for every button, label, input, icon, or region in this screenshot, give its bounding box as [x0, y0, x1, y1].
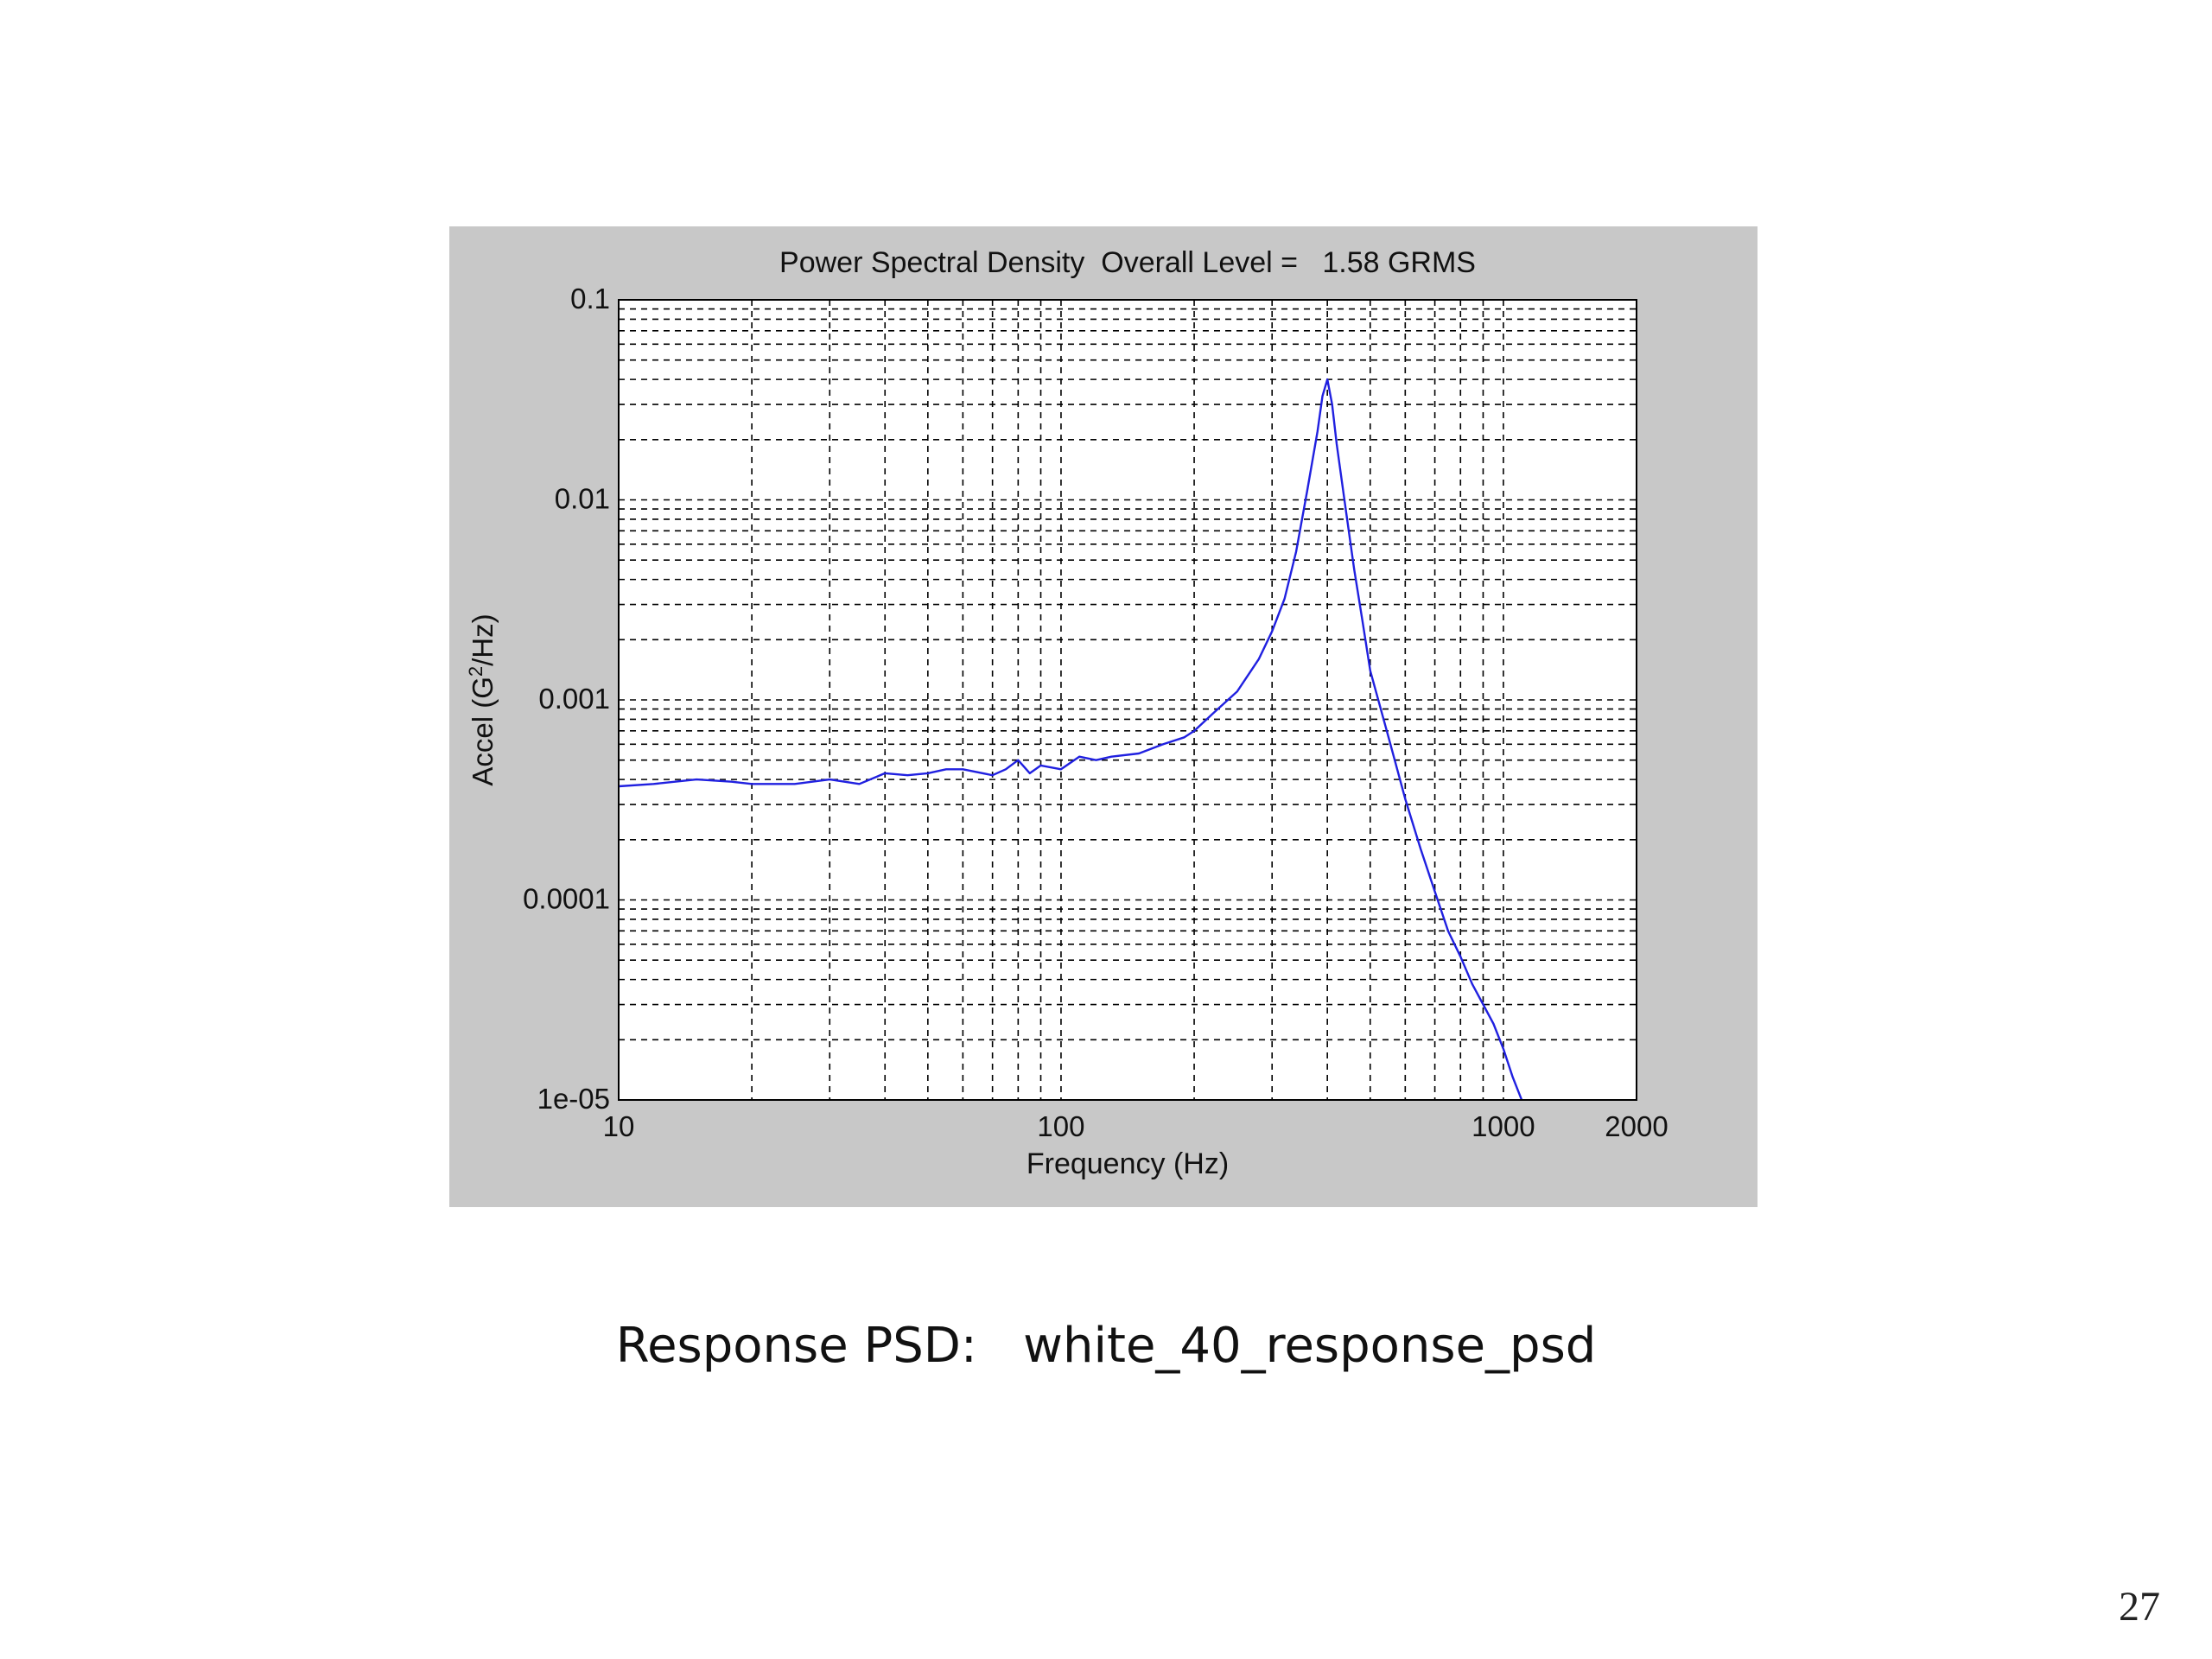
grid [619, 300, 1637, 1100]
y-axis-label-main: Accel (G [467, 677, 499, 786]
tick-labels: 10 100 1000 2000 0.1 0.01 0.001 0.0001 1e-05 [523, 283, 1669, 1142]
series-line-0 [618, 378, 1523, 1101]
y-axis-label-sup: 2 [465, 666, 486, 677]
caption-name: white_40_response_psd [1023, 1318, 1597, 1374]
x-axis-label: Frequency (Hz) [1027, 1147, 1229, 1180]
x-tick-label: 100 [1037, 1110, 1084, 1142]
y-tick-label: 0.01 [555, 483, 610, 515]
y-tick-label: 0.0001 [523, 883, 610, 915]
x-tick-label: 10 [603, 1110, 635, 1142]
y-tick-label: 0.1 [570, 283, 610, 315]
x-tick-label: 1000 [1471, 1110, 1535, 1142]
x-tick-label: 2000 [1605, 1110, 1668, 1142]
caption-label: Response PSD: [615, 1318, 977, 1374]
y-axis-label-tail: /Hz) [467, 613, 499, 666]
slide-caption: Response PSD: white_40_response_psd [0, 1318, 2212, 1374]
page-number: 27 [2119, 1584, 2160, 1630]
psd-chart: 10 100 1000 2000 0.1 0.01 0.001 0.0001 1e-05 Pow… [465, 246, 1669, 1180]
plot-frame [618, 299, 1637, 1101]
series-layer [618, 378, 1523, 1101]
y-tick-label: 1e-05 [537, 1083, 610, 1115]
chart-figure: 10 100 1000 2000 0.1 0.01 0.001 0.0001 1e-05 Pow… [449, 226, 1758, 1207]
chart-title: Power Spectral Density Overall Level = 1… [779, 246, 1476, 279]
y-axis-label: Accel (G2/Hz) [465, 613, 499, 785]
y-tick-label: 0.001 [538, 683, 610, 715]
